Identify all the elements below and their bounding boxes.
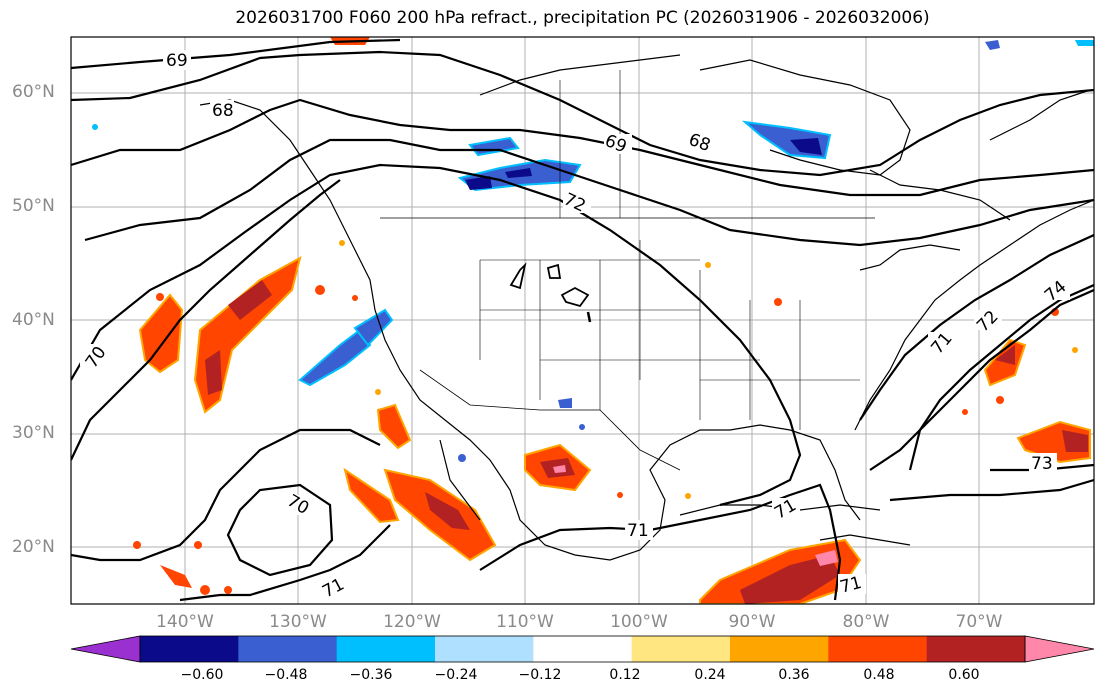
colorbar-segment — [926, 636, 1026, 662]
colorbar-segment — [631, 636, 731, 662]
colorbar-tick: 0.24 — [694, 667, 726, 683]
colorbar-segment — [435, 636, 534, 662]
colorbar-tick: −0.60 — [180, 667, 224, 683]
map-plot[interactable]: 69 68 69 68 72 70 70 71 71 71 71 71 72 — [0, 0, 1105, 640]
colorbar-tick: −0.24 — [434, 667, 478, 683]
colorbar-tick: 0.12 — [609, 667, 641, 683]
colorbar-segment — [730, 636, 829, 662]
lon-label-90w: 90°W — [728, 612, 776, 632]
colorbar — [70, 635, 1095, 663]
lat-label-60n: 60°N — [12, 82, 55, 102]
lon-label-140w: 140°W — [156, 612, 214, 632]
colorbar-segment — [238, 636, 338, 662]
lat-label-30n: 30°N — [12, 423, 55, 443]
colorbar-tick: 0.60 — [948, 667, 980, 683]
colorbar-tick: −0.12 — [518, 667, 562, 683]
map-title: 2026031700 F060 200 hPa refract., precip… — [235, 8, 930, 28]
lon-label-120w: 120°W — [383, 612, 441, 632]
lon-label-130w: 130°W — [269, 612, 327, 632]
colorbar-tick: −0.48 — [264, 667, 308, 683]
lon-label-70w: 70°W — [955, 612, 1003, 632]
lon-label-100w: 100°W — [610, 612, 668, 632]
colorbar-segment — [828, 636, 928, 662]
colorbar-segment — [336, 636, 436, 662]
colorbar-segment — [533, 636, 633, 662]
precipitation-shading — [92, 37, 1094, 604]
contour-labels: 69 68 69 68 72 70 70 71 71 71 71 71 72 — [80, 50, 1070, 602]
lon-label-110w: 110°W — [496, 612, 554, 632]
coastlines-and-borders — [199, 54, 1094, 561]
colorbar-tick: −0.36 — [349, 667, 393, 683]
lat-label-40n: 40°N — [12, 310, 55, 330]
lat-label-20n: 20°N — [12, 537, 55, 557]
contour-label: 71 — [627, 521, 649, 541]
lon-label-80w: 80°W — [842, 612, 890, 632]
map-frame — [70, 36, 1095, 605]
lat-label-50n: 50°N — [12, 196, 55, 216]
colorbar-tick: 0.48 — [863, 667, 895, 683]
contour-label: 73 — [1031, 454, 1053, 474]
colorbar-segment — [140, 636, 239, 662]
contour-label: 68 — [212, 101, 234, 121]
refractivity-contours — [71, 38, 1094, 602]
contour-label: 69 — [166, 51, 188, 71]
colorbar-tick: 0.36 — [778, 667, 810, 683]
